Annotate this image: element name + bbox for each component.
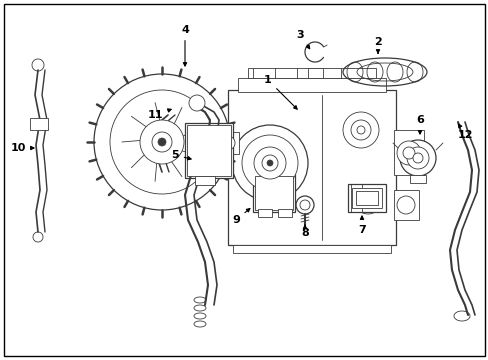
Circle shape bbox=[396, 196, 414, 214]
Bar bbox=[252, 174, 294, 212]
Circle shape bbox=[399, 140, 435, 176]
Text: 11: 11 bbox=[147, 109, 171, 120]
Text: 6: 6 bbox=[415, 115, 423, 134]
Bar bbox=[247, 68, 375, 78]
Bar bbox=[307, 68, 323, 78]
Circle shape bbox=[266, 160, 272, 166]
Bar bbox=[393, 130, 423, 175]
Circle shape bbox=[110, 90, 214, 194]
Circle shape bbox=[140, 120, 183, 164]
Text: 1: 1 bbox=[264, 75, 297, 109]
Circle shape bbox=[350, 120, 370, 140]
Text: 2: 2 bbox=[373, 37, 381, 53]
Text: 12: 12 bbox=[456, 124, 472, 140]
Circle shape bbox=[299, 200, 309, 210]
Bar bbox=[184, 123, 232, 178]
Bar bbox=[393, 190, 418, 220]
Text: 7: 7 bbox=[357, 216, 365, 235]
Circle shape bbox=[189, 95, 204, 111]
Circle shape bbox=[94, 74, 229, 210]
Circle shape bbox=[158, 138, 165, 146]
Text: 4: 4 bbox=[181, 25, 188, 66]
Bar bbox=[409, 175, 425, 183]
Bar bbox=[355, 191, 377, 205]
Bar bbox=[232, 245, 390, 253]
Circle shape bbox=[152, 132, 172, 152]
Circle shape bbox=[221, 136, 235, 150]
Bar bbox=[351, 188, 381, 208]
Text: 3: 3 bbox=[296, 30, 309, 49]
Bar bbox=[258, 209, 271, 217]
Circle shape bbox=[364, 197, 370, 203]
Circle shape bbox=[295, 196, 313, 214]
Circle shape bbox=[253, 147, 285, 179]
Bar bbox=[347, 184, 385, 212]
Circle shape bbox=[356, 126, 364, 134]
Bar bbox=[217, 132, 239, 154]
Bar bbox=[227, 90, 395, 245]
Bar bbox=[195, 176, 215, 185]
Bar bbox=[30, 118, 48, 130]
Circle shape bbox=[342, 112, 378, 148]
Bar bbox=[186, 125, 230, 176]
Text: 9: 9 bbox=[232, 208, 249, 225]
Circle shape bbox=[359, 192, 375, 208]
Bar bbox=[238, 78, 385, 92]
Text: 10: 10 bbox=[10, 143, 34, 153]
Circle shape bbox=[262, 155, 278, 171]
Circle shape bbox=[231, 125, 307, 201]
Bar bbox=[278, 209, 291, 217]
Bar bbox=[254, 176, 292, 210]
Circle shape bbox=[406, 147, 428, 169]
Circle shape bbox=[412, 153, 422, 163]
Circle shape bbox=[242, 135, 297, 191]
Circle shape bbox=[402, 147, 414, 159]
Text: 8: 8 bbox=[301, 225, 308, 238]
Text: 5: 5 bbox=[171, 150, 191, 160]
Circle shape bbox=[353, 186, 381, 214]
Circle shape bbox=[396, 141, 420, 165]
